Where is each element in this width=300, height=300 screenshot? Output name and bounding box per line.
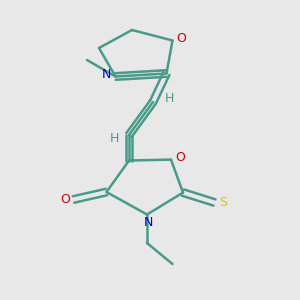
- Text: H: H: [109, 131, 119, 145]
- Text: O: O: [175, 151, 185, 164]
- Text: S: S: [219, 196, 227, 209]
- Text: H: H: [165, 92, 174, 106]
- Text: O: O: [177, 32, 186, 46]
- Text: O: O: [60, 193, 70, 206]
- Text: N: N: [144, 216, 153, 230]
- Text: N: N: [102, 68, 111, 82]
